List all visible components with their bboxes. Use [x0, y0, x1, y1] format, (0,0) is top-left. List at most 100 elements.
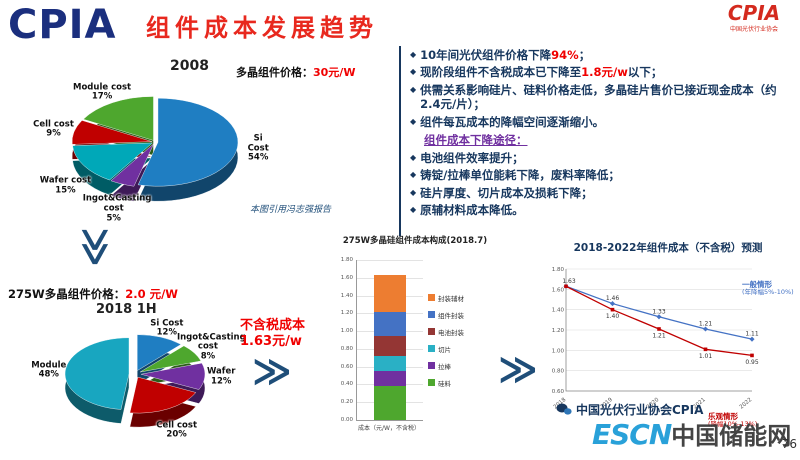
footer-org-text: 中国光伏行业协会CPIA [576, 403, 704, 417]
legend-item: 拉棒 [428, 361, 494, 371]
line-chart-block: 2018-2022年组件成本（不含税）预测 0.60 0.80 1.00 1.20 1.… [540, 240, 796, 445]
price-2018: 275W多晶组件价格：2.0 元/W [8, 286, 178, 302]
y-tick-label: 1.40 [552, 308, 565, 314]
footer-org: 中国光伏行业协会CPIA [556, 401, 703, 418]
pie-slice-Cell cost [129, 376, 197, 414]
y-tick-label: 1.40 [340, 292, 353, 299]
legend-swatch [428, 379, 435, 386]
watermark-cn-text: 中国储能网 [671, 422, 792, 450]
double-chevron-right-icon: ≫ [498, 347, 538, 391]
axis-lines [565, 269, 752, 392]
bullet-list-main: ◆ 10年间光伏组件价格下降94%； ◆ 现阶段组件不含税成本已下降至1.8元/w以下… [410, 48, 794, 129]
cost-note-line1: 不含税成本 [240, 318, 306, 333]
pie-label: Ingot&Casting cost 8% [176, 332, 246, 362]
diamond-bullet-icon: ◆ [410, 67, 417, 77]
y-tick-label: 0.00 [340, 417, 353, 423]
line-chart-title: 2018-2022年组件成本（不含税）预测 [573, 242, 763, 254]
price-2008-label: 多晶组件价格： [236, 66, 313, 79]
data-label: 0.95 [745, 359, 759, 366]
diamond-bullet-icon: ◆ [410, 187, 417, 197]
series-marker [749, 336, 755, 342]
pie-label: Module cost 17% [73, 82, 132, 102]
y-tick-label: 1.80 [340, 257, 353, 263]
bullet-item: ◆ 硅片厚度、切片成本及损耗下降； [410, 186, 794, 200]
y-tick-label: 0.60 [340, 363, 353, 370]
bar-segment-封装辅材 [374, 275, 406, 312]
pie-slice-Module [64, 351, 130, 424]
bullet-item: ◆ 电池组件效率提升； [410, 151, 794, 165]
legend-label: 封装辅材 [438, 294, 464, 303]
bar-chart-title: 275W多晶硅组件成本构成(2018.7) [342, 236, 488, 246]
pie-label: Wafer 12% [206, 366, 236, 387]
double-chevron-down-icon: ≫ [73, 227, 118, 267]
series-marker [609, 301, 616, 307]
pie-slice-Module cost [82, 96, 154, 141]
cost-note-line2: 1.63元/w [240, 334, 302, 350]
y-tick-label: 1.20 [552, 328, 565, 334]
pie-slice-Wafer [140, 362, 206, 390]
year-2018-label: 2018 1H [96, 302, 157, 317]
annotation-optimistic-case: 乐观情形 (降幅10%-13%) [708, 412, 757, 429]
price-2008-value: 30元/W [313, 66, 356, 79]
y-tick-label: 0.80 [552, 369, 565, 375]
data-label: 1.01 [699, 353, 713, 360]
series-marker [610, 307, 615, 312]
bullet-text: 现阶段组件不含税成本已下降至1.8元/w以下； [420, 65, 663, 80]
x-tick-label: 2022 [739, 397, 754, 411]
legend-label: 硅料 [438, 379, 451, 388]
legend-label: 组件封装 [438, 311, 464, 320]
series-marker [657, 327, 661, 331]
pie-slice-Ingot&Casting cost [139, 345, 202, 373]
legend-item: 切片 [428, 344, 494, 354]
pie-slice-Ingot&Casting cost [110, 158, 154, 202]
diamond-bullet-icon: ◆ [410, 152, 417, 162]
bar-segment-硅料 [374, 386, 406, 420]
legend-swatch [428, 345, 435, 352]
pie-2018-svg [64, 334, 206, 428]
pie-2008-labels: Si Cost 54% Ingot&Casting cost 5% Wafer cost… [10, 76, 280, 231]
bar-plot-area [356, 260, 423, 421]
annotation-optimistic-sub: (降幅10%-13%) [708, 420, 758, 428]
pie-slice-Module [64, 337, 130, 410]
pie-slice-Wafer cost [72, 157, 153, 196]
annotation-general-name: 一般情形 [742, 280, 772, 289]
bullet-text: 组件每瓦成本的降幅空间逐渐缩小。 [420, 114, 605, 129]
pie-slice-Cell cost [71, 120, 153, 145]
pie-label: Cell cost 9% [33, 119, 74, 139]
pie-slice-Si Cost [137, 98, 239, 187]
price-2008: 多晶组件价格：30元/W [236, 64, 355, 80]
diamond-bullet-icon: ◆ [410, 170, 417, 180]
legend-swatch [428, 328, 435, 335]
bullet-text: 10年间光伏组件价格下降94%； [420, 48, 591, 62]
pie-2018-labels: Si Cost 12% Ingot&Casting cost 8% Wafer 12% Ce… [15, 316, 255, 456]
y-tick-label: 1.60 [340, 274, 353, 281]
bullet-panel: ◆ 10年间光伏组件价格下降94%； ◆ 现阶段组件不含税成本已下降至1.8元/w以下… [410, 48, 794, 220]
bullet-item: ◆ 供需关系影响硅片、硅料价格走低，多晶硅片售价已接近现金成本（约2.4元/片）； [410, 83, 794, 112]
bar-segment-拉棒 [374, 371, 406, 387]
series-marker [564, 284, 568, 289]
bullet-item: ◆ 组件每瓦成本的降幅空间逐渐缩小。 [410, 115, 794, 129]
price-2018-label: 275W多晶组件价格： [8, 287, 126, 301]
data-label: 1.21 [699, 320, 713, 327]
data-label: 1.63 [562, 278, 576, 285]
bar-segment-组件封装 [374, 311, 406, 336]
pie-chart-2018: Si Cost 12% Ingot&Casting cost 8% Wafer 12% Ce… [15, 316, 255, 456]
legend-swatch [428, 362, 435, 369]
pie-label: Ingot&Casting cost 5% [82, 194, 152, 224]
pie-slice-Wafer [140, 376, 206, 404]
bullet-text: 铸锭/拉棒单位能耗下降，废料率降低； [420, 168, 620, 183]
legend-item: 电池封装 [428, 327, 494, 337]
org-logo: CPIA 中国光伏行业协会 [714, 3, 794, 34]
series-marker [656, 314, 662, 320]
series-marker [750, 353, 754, 358]
source-note: 本图引用冯志强报告 [250, 205, 332, 215]
pie-slice-Ingot&Casting cost [110, 143, 154, 187]
y-tick-label: 0.80 [340, 345, 353, 352]
bar-chart-body: 0.00 0.20 0.40 0.60 0.80 1.00 1.20 1.40 1.60 1.80… [336, 257, 494, 423]
data-label: 1.21 [652, 332, 666, 339]
pie-2008-svg [71, 96, 239, 202]
legend-swatch [428, 294, 435, 301]
bullet-item: ◆ 现阶段组件不含税成本已下降至1.8元/w以下； [410, 65, 794, 79]
bar-chart-block: 275W多晶硅组件成本构成(2018.7) 0.00 0.20 0.40 0.60 0.… [336, 236, 494, 432]
